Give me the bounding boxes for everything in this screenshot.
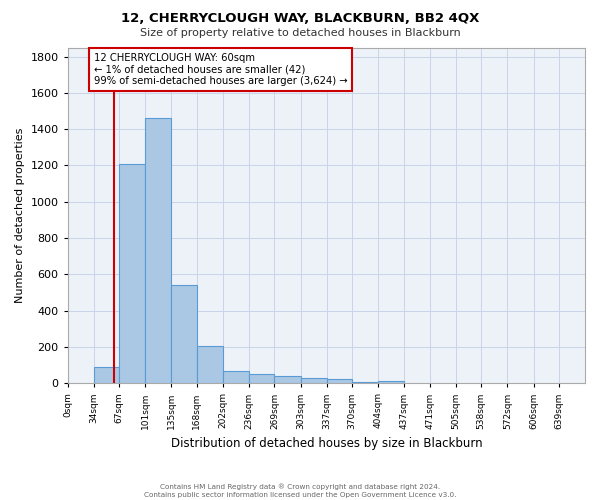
Bar xyxy=(274,376,301,384)
X-axis label: Distribution of detached houses by size in Blackburn: Distribution of detached houses by size … xyxy=(170,437,482,450)
Text: Size of property relative to detached houses in Blackburn: Size of property relative to detached ho… xyxy=(140,28,460,38)
Bar xyxy=(119,164,145,384)
Bar xyxy=(223,372,249,384)
Bar xyxy=(301,378,327,384)
Bar xyxy=(172,286,197,384)
Bar xyxy=(327,380,352,384)
Text: 12 CHERRYCLOUGH WAY: 60sqm
← 1% of detached houses are smaller (42)
99% of semi-: 12 CHERRYCLOUGH WAY: 60sqm ← 1% of detac… xyxy=(94,53,347,86)
Y-axis label: Number of detached properties: Number of detached properties xyxy=(15,128,25,303)
Bar xyxy=(145,118,172,384)
Text: Contains HM Land Registry data ® Crown copyright and database right 2024.
Contai: Contains HM Land Registry data ® Crown c… xyxy=(144,484,456,498)
Bar xyxy=(249,374,274,384)
Bar xyxy=(197,346,223,384)
Bar xyxy=(378,380,404,384)
Bar xyxy=(94,367,119,384)
Text: 12, CHERRYCLOUGH WAY, BLACKBURN, BB2 4QX: 12, CHERRYCLOUGH WAY, BLACKBURN, BB2 4QX xyxy=(121,12,479,26)
Bar xyxy=(352,382,378,384)
